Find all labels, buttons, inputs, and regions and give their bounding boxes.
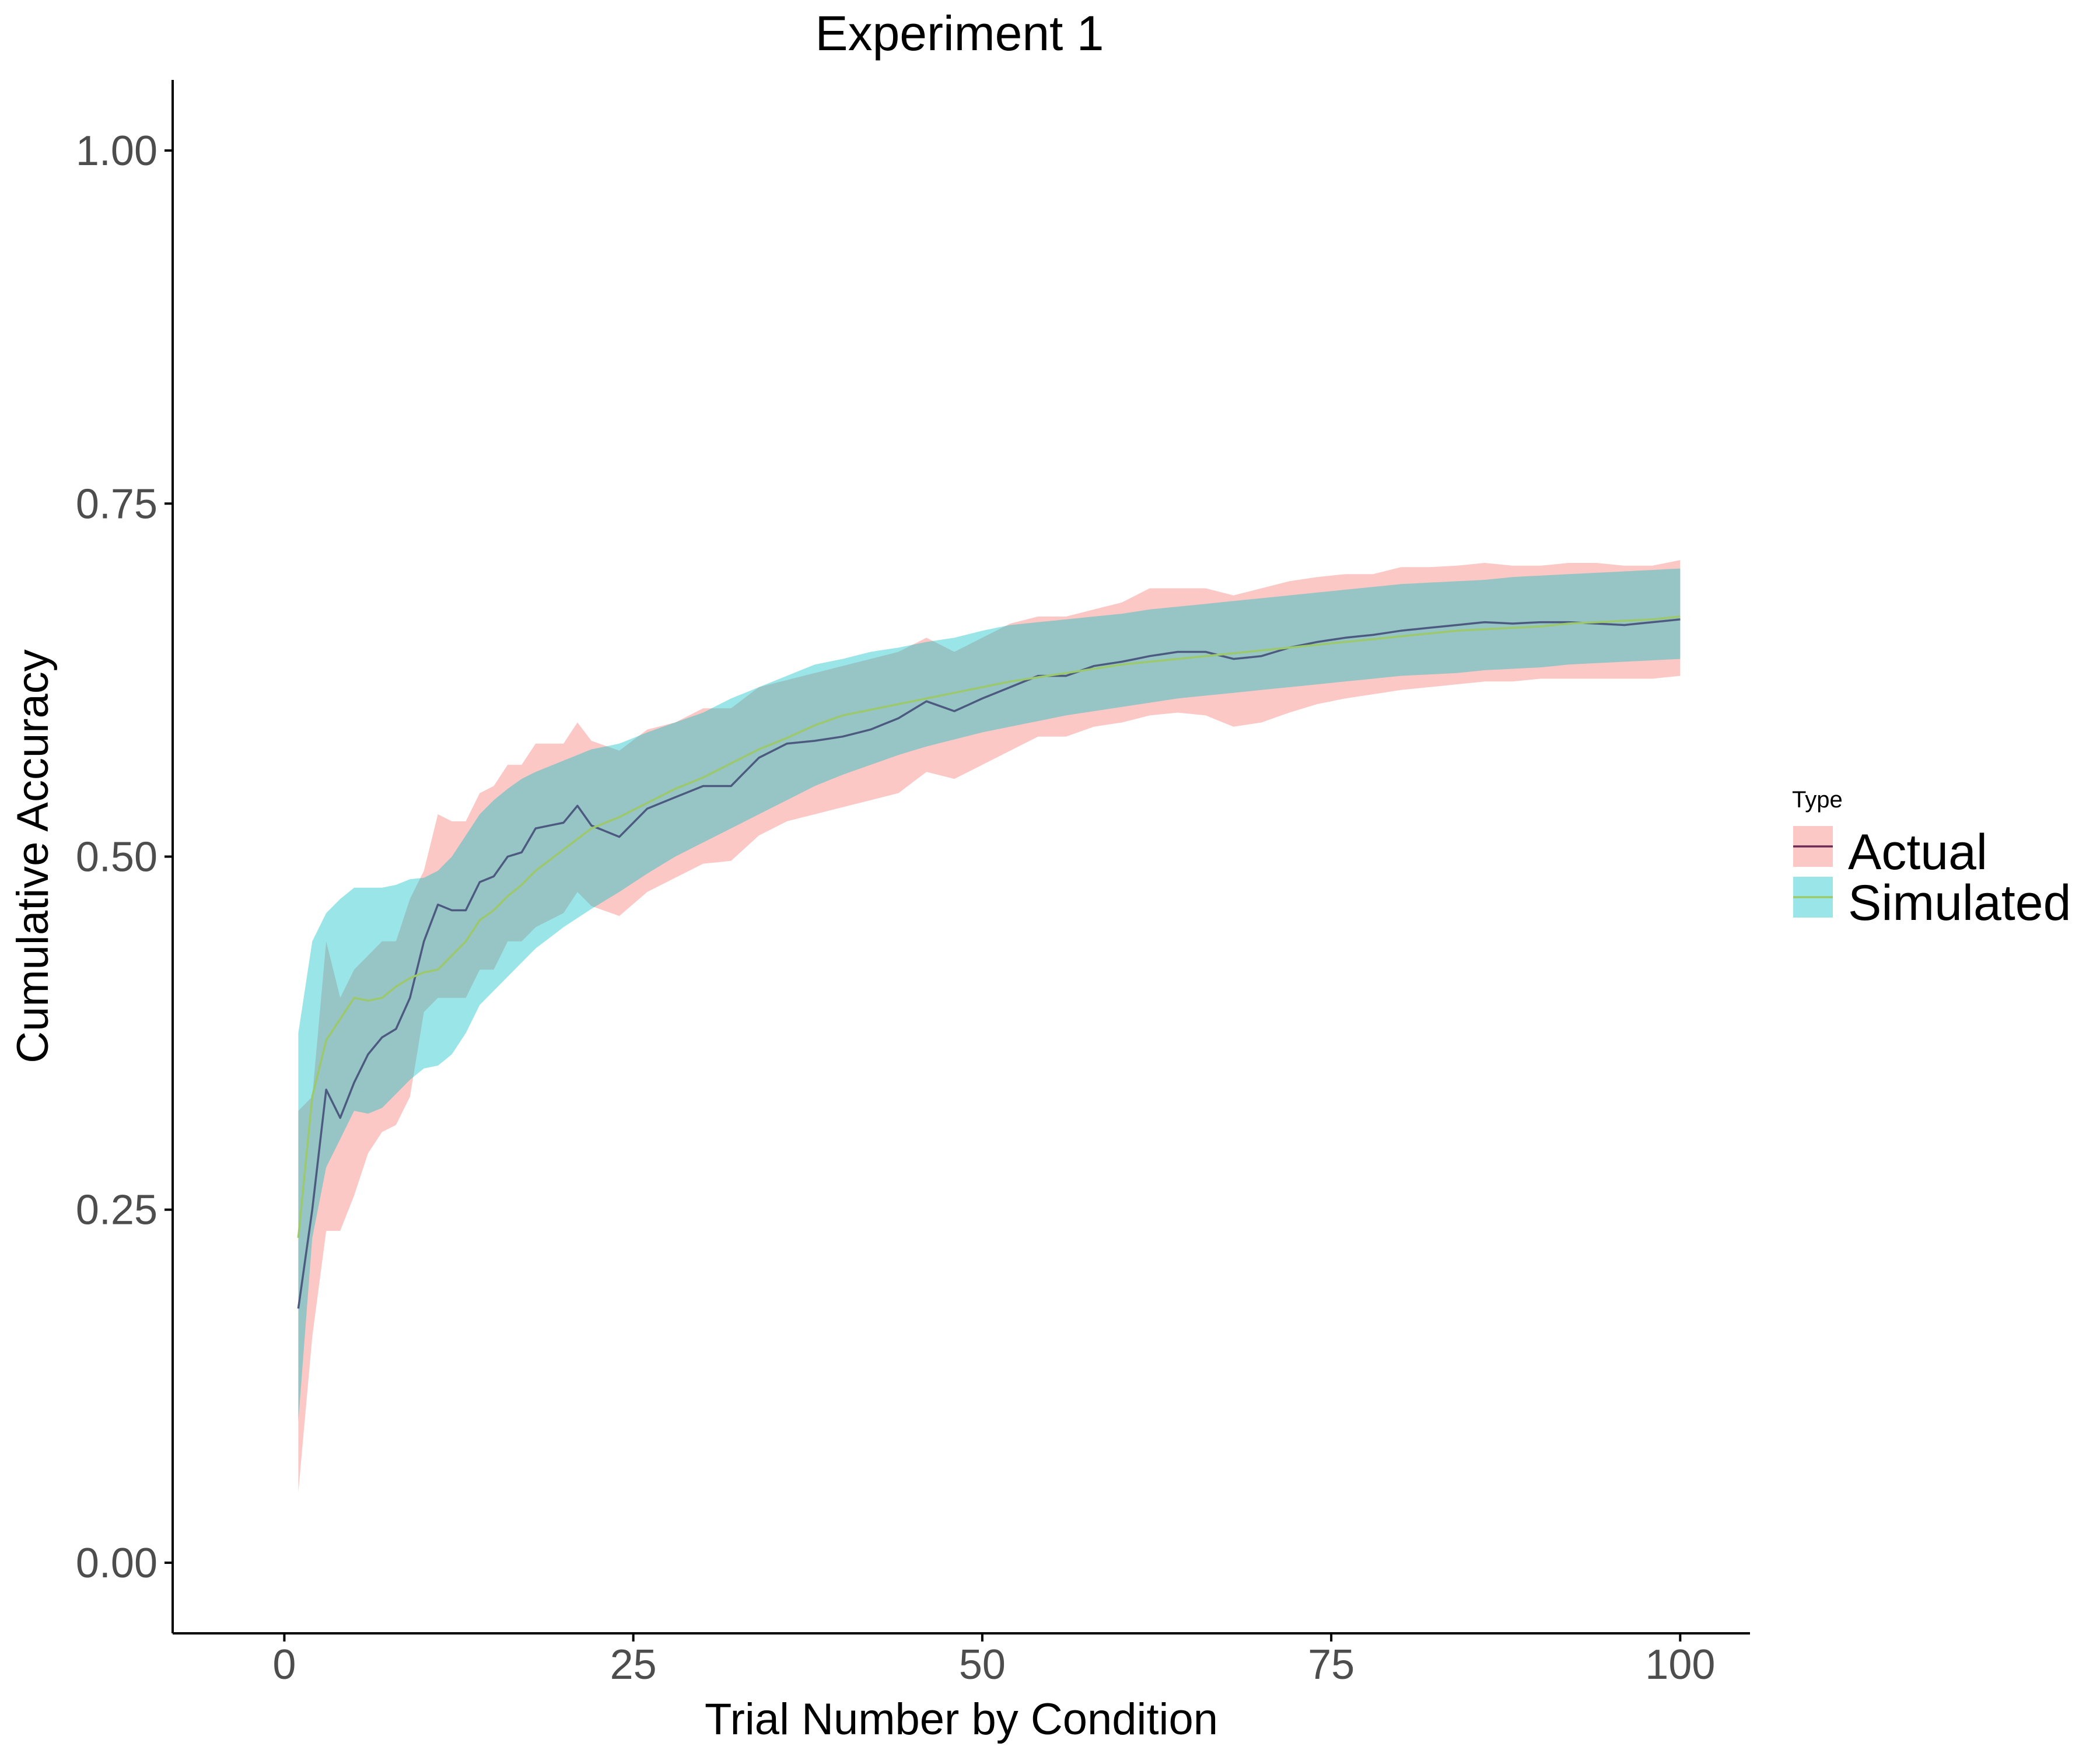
plot-area (297, 560, 1681, 1492)
ribbons-layer (298, 560, 1681, 1492)
line-simulated (297, 615, 1681, 1238)
line-actual (297, 618, 1681, 1309)
legend-label-actual: Actual (1848, 824, 1987, 880)
y-axis-ticks: 0.00 0.25 0.50 0.75 1.00 (76, 128, 173, 1587)
y-tick-label: 1.00 (76, 128, 158, 174)
y-tick-label: 0.75 (76, 481, 158, 527)
ribbon-actual (298, 560, 1681, 1492)
y-axis-label: Cumulative Accuracy (8, 649, 58, 1063)
legend-title: Type (1792, 787, 1843, 813)
y-tick-label: 0.25 (76, 1187, 158, 1234)
legend-item-simulated: Simulated (1793, 875, 2071, 931)
x-tick-label: 25 (610, 1642, 657, 1688)
legend-item-actual: Actual (1793, 824, 1987, 880)
ribbon-simulated (298, 568, 1681, 1422)
y-tick-label: 0.00 (76, 1540, 158, 1587)
x-tick-label: 100 (1645, 1642, 1715, 1688)
x-tick-label: 50 (959, 1642, 1006, 1688)
x-axis-ticks: 0 25 50 75 100 (272, 1633, 1715, 1688)
legend-label-simulated: Simulated (1848, 875, 2071, 931)
chart-title: Experiment 1 (816, 6, 1104, 61)
x-axis-label: Trial Number by Condition (705, 1695, 1218, 1744)
x-tick-label: 75 (1308, 1642, 1354, 1688)
y-tick-label: 0.50 (76, 834, 158, 881)
lines-layer (297, 615, 1681, 1309)
legend: Type Actual Simulated (1792, 787, 2071, 931)
x-tick-label: 0 (272, 1642, 296, 1688)
